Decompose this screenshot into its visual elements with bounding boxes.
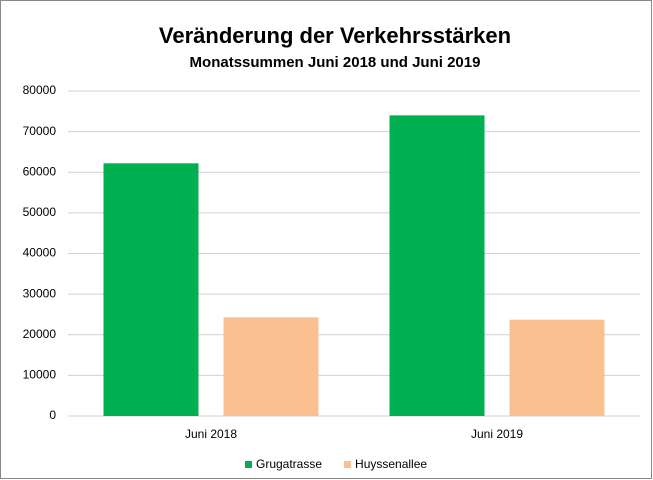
x-tick-label: Juni 2019 (471, 427, 523, 441)
y-tick-label: 80000 (23, 83, 57, 97)
y-tick-label: 30000 (23, 286, 57, 300)
bar (509, 319, 605, 416)
legend-label: Huyssenallee (355, 457, 427, 471)
y-tick-label: 20000 (23, 327, 57, 341)
chart-title: Veränderung der Verkehrsstärken (159, 23, 511, 48)
bar (103, 163, 199, 416)
bar (389, 115, 485, 416)
bar (223, 317, 319, 416)
y-tick-label: 40000 (23, 246, 57, 260)
chart-subtitle: Monatssummen Juni 2018 und Juni 2019 (190, 54, 481, 71)
y-tick-label: 70000 (23, 124, 57, 138)
y-tick-label: 0 (49, 408, 56, 422)
x-tick-label: Juni 2018 (185, 427, 237, 441)
y-tick-label: 60000 (23, 164, 57, 178)
legend-swatch (344, 461, 352, 468)
legend-swatch (245, 461, 252, 468)
legend-label: Grugatrasse (256, 457, 322, 471)
y-tick-label: 10000 (23, 368, 57, 382)
y-tick-label: 50000 (23, 205, 57, 219)
